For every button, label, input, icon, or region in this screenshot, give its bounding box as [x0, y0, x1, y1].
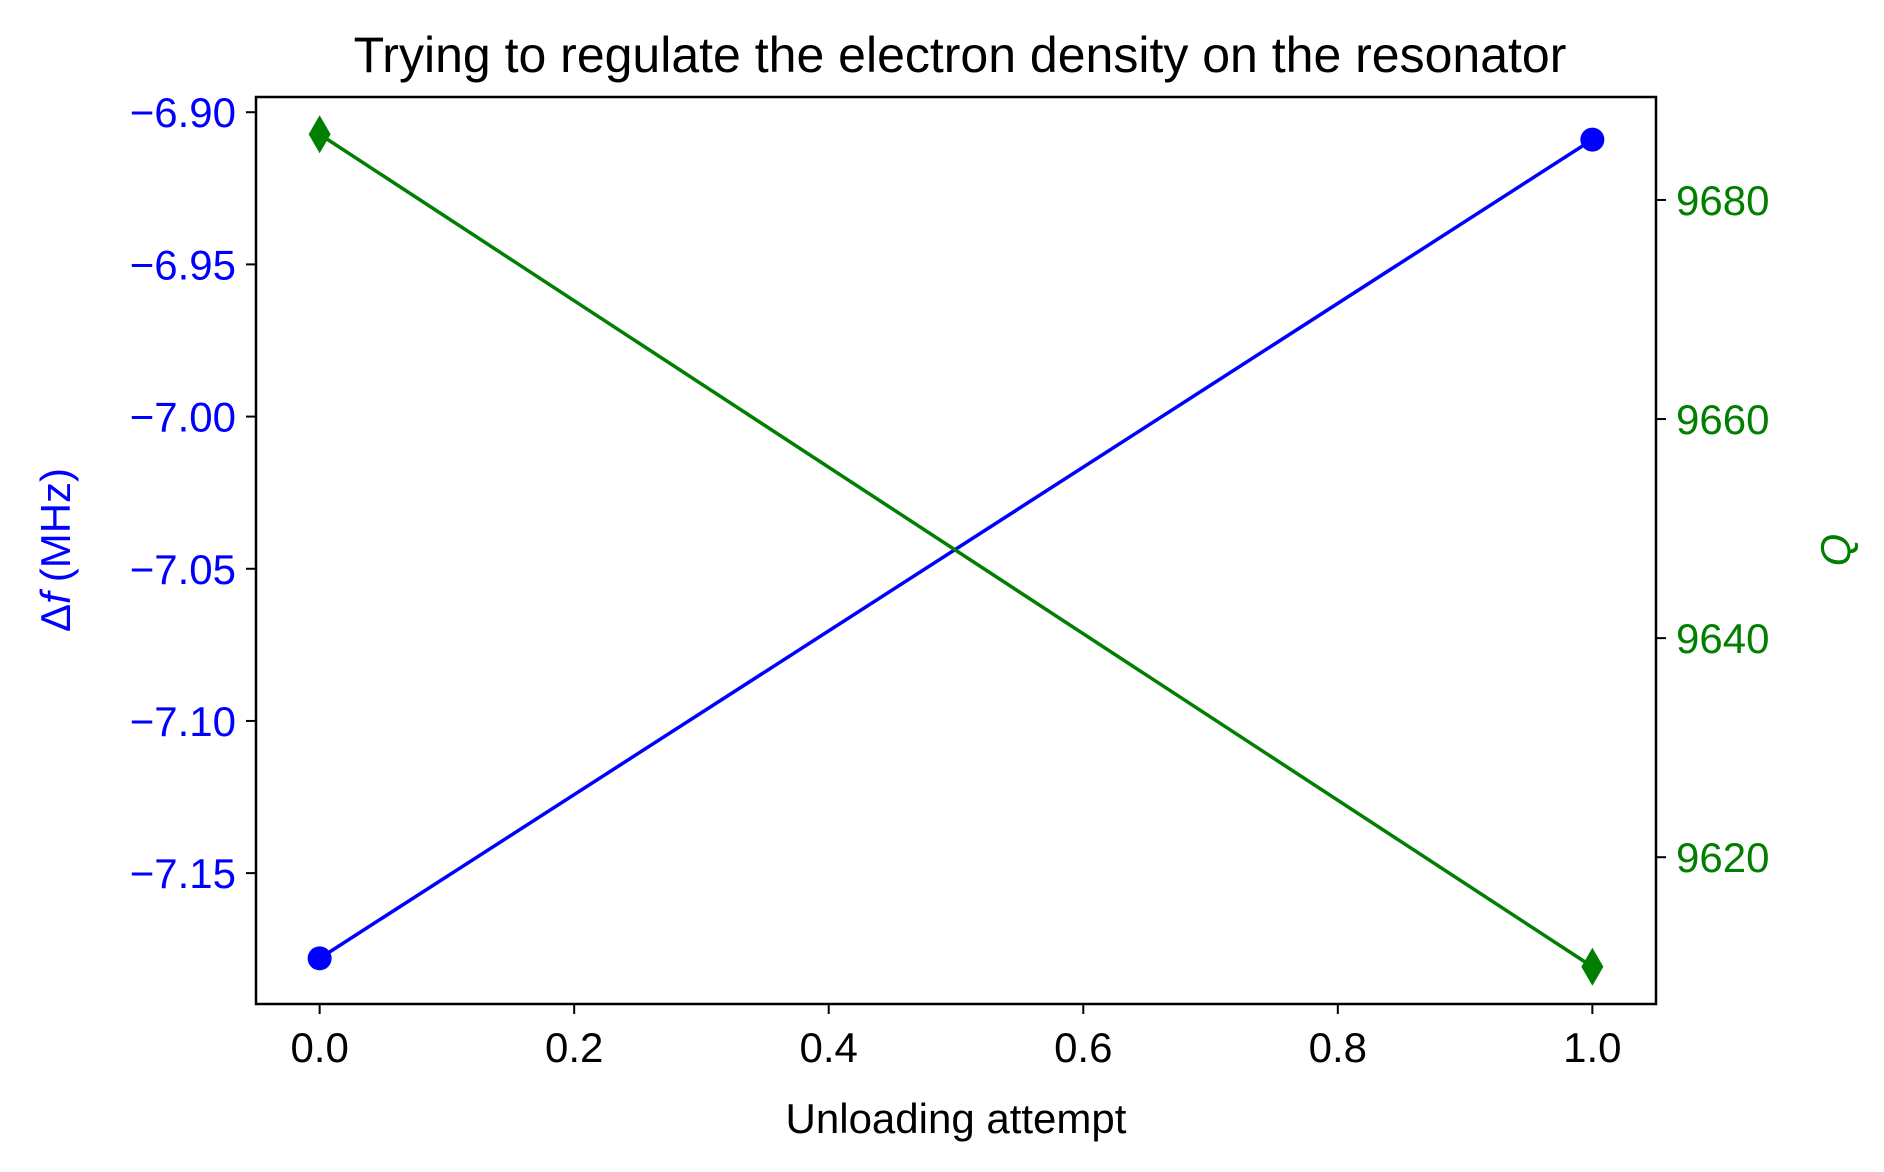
- series-0-point-1: [1580, 127, 1605, 152]
- y-left-tick-label-2: −7.00: [130, 394, 236, 441]
- y-left-tick-label-3: −7.05: [130, 546, 236, 593]
- x-tick-label-0: 0.0: [290, 1024, 348, 1071]
- y-right-tick-label-0: 9620: [1676, 834, 1769, 881]
- y-axis-left-label: Δf(MHz): [32, 468, 79, 632]
- series-layer: [307, 115, 1605, 986]
- x-axis-label: Unloading attempt: [786, 1095, 1127, 1142]
- x-tick-label-3: 0.6: [1054, 1024, 1112, 1071]
- series-1-point-1: [1581, 947, 1604, 986]
- y-right-tick-label-2: 9660: [1676, 396, 1769, 443]
- y-left-tick-label-1: −6.95: [130, 241, 236, 288]
- y-left-tick-label-4: −7.10: [130, 698, 236, 745]
- y-right-tick-label-3: 9680: [1676, 177, 1769, 224]
- y-right-tick-label-1: 9640: [1676, 615, 1769, 662]
- x-tick-label-1: 0.2: [545, 1024, 603, 1071]
- x-tick-label-2: 0.4: [800, 1024, 858, 1071]
- chart-title: Trying to regulate the electron density …: [354, 27, 1567, 83]
- y-left-tick-label-5: −7.15: [130, 850, 236, 897]
- y-axis-left: −6.90 −6.95 −7.00 −7.05 −7.10 −7.15: [130, 89, 256, 897]
- x-tick-label-4: 0.8: [1309, 1024, 1367, 1071]
- y-axis-left-label-unit: (MHz): [32, 468, 79, 582]
- x-tick-label-5: 1.0: [1563, 1024, 1621, 1071]
- y-left-tick-label-0: −6.90: [130, 89, 236, 136]
- series-1-line: [318, 132, 1594, 969]
- y-axis-right: 9620 9640 9660 9680: [1656, 177, 1769, 881]
- y-axis-left-label-prefix: Δ: [32, 604, 79, 632]
- y-axis-right-label: Q: [1812, 534, 1859, 567]
- x-axis: 0.0 0.2 0.4 0.6 0.8 1.0: [290, 1004, 1622, 1071]
- series-1-point-0: [308, 115, 331, 154]
- plot-frame: [254, 95, 1658, 1006]
- series-0-point-0: [307, 946, 332, 971]
